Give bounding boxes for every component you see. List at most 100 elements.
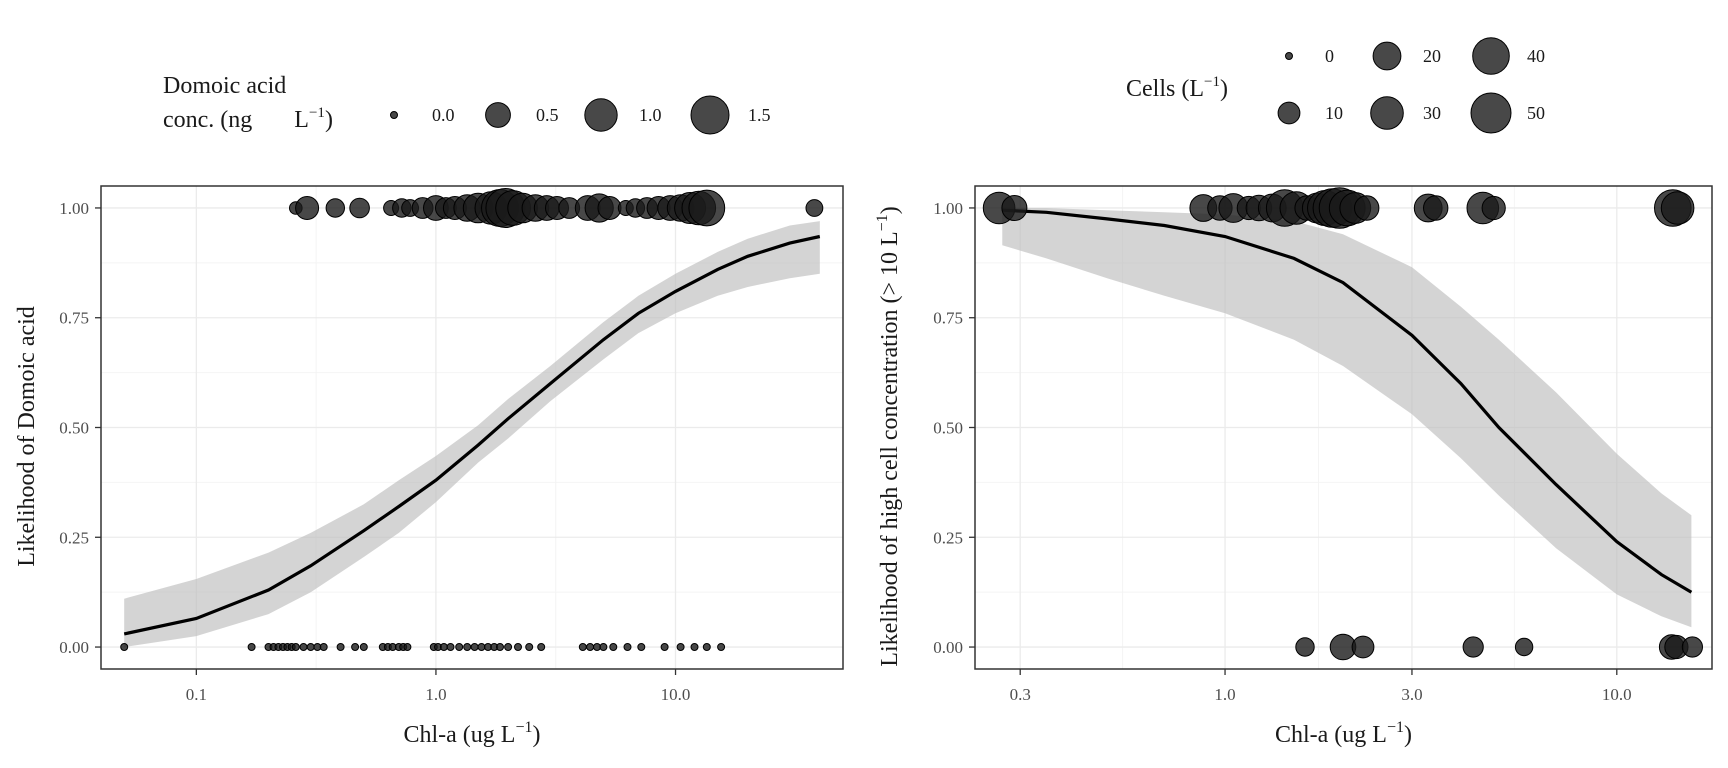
fit-line [1002,208,1693,594]
x-axis-title-close: ) [1404,722,1412,748]
data-point [1660,191,1695,225]
y-tick-label: 0.50 [933,419,963,438]
legend-label: 0 [1325,46,1334,66]
data-point [1681,636,1704,658]
legend-label: 0.0 [432,105,455,125]
x-tick-label: 0.1 [186,685,207,704]
legend-key [1372,41,1402,71]
legend-title-line-1: Domoic acid [163,73,286,99]
y-tick-label: 0.75 [59,309,89,328]
legend-title-text: Cells (L [1126,76,1204,102]
legend-title-close: ) [325,107,333,133]
fit-line-domoic-acid [123,234,821,636]
legend-key [584,98,618,132]
legend-key [690,95,730,135]
data-point [805,199,824,217]
data-point [676,643,685,651]
axis-ticks-domoic-acid: 0.1 1.0 10.0 0.00 0.25 0.50 0.75 1.00 [59,199,690,704]
data-point [1514,637,1534,657]
confidence-band-domoic-acid [124,221,820,647]
data-point [1354,195,1380,221]
fit-line-cell-concentration [1002,208,1693,594]
grid-domoic-acid [101,186,843,669]
chart-panel-domoic-acid: Domoic acid conc. (ng L−1) 0.0 0.5 1.0 1.5 0… [14,73,844,748]
y-tick-label: 0.00 [59,638,89,657]
legend-key [1370,96,1404,130]
data-point [291,643,300,651]
fit-line [123,234,821,636]
legend-title: Cells (L−1) [1126,74,1228,102]
y-tick-label: 0.75 [933,309,963,328]
x-tick-label: 3.0 [1401,685,1422,704]
data-point [504,643,513,651]
data-point [295,196,320,220]
data-point [637,643,646,651]
legend-key [1470,92,1512,134]
data-point [336,643,345,651]
data-point [1481,195,1506,221]
x-axis-title-sup: −1 [515,719,532,736]
data-point [1423,195,1449,221]
x-tick-label: 1.0 [425,685,446,704]
y-axis-title: Likelihood of Domoic acid [14,306,40,567]
data-point [623,643,632,651]
legend-label: 40 [1527,46,1545,66]
data-point [359,643,368,651]
data-point [496,643,504,651]
data-point [1001,195,1028,221]
legend-title-text: conc. (ng [163,107,252,133]
y-tick-label: 0.00 [933,638,963,657]
data-point [597,196,622,220]
data-points-domoic-acid [120,188,824,651]
legend-key [1285,52,1293,60]
legend-key [1277,101,1301,125]
confidence-band-cell-concentration [1002,208,1692,628]
x-axis-title-sup: −1 [1387,719,1404,736]
data-point [120,643,129,651]
data-point [403,643,412,651]
data-point [1462,636,1484,658]
y-axis-title: Likelihood of high cell concentration (>… [874,206,903,666]
y-tick-label: 1.00 [933,199,963,218]
data-point [319,643,328,651]
y-axis-title-text: Likelihood of Domoic acid [14,306,40,567]
x-tick-label: 1.0 [1214,685,1235,704]
data-point [1351,635,1375,659]
legend-title-close: ) [1220,76,1228,102]
data-point [1295,637,1315,657]
axis-ticks-cell-concentration: 0.3 1.0 3.0 10.0 0.00 0.25 0.50 0.75 1.00 [933,199,1631,704]
data-point [463,643,472,651]
data-points-cell-concentration [982,187,1704,661]
legend-label: 20 [1423,46,1441,66]
legend-label: 30 [1423,103,1441,123]
legend-cells: Cells (L−1) 0 10 20 30 40 50 [1126,37,1545,134]
legend-key [390,111,398,119]
legend-title-unit: L [294,107,309,133]
y-axis-title-close: ) [877,206,903,214]
confidence-band [1002,208,1692,628]
data-point [717,643,726,651]
legend-key [1472,37,1510,75]
x-axis-title-close: ) [533,722,541,748]
legend-title-line-2: conc. (ng L−1) [163,105,333,133]
data-point [439,643,448,651]
data-point [306,643,315,651]
data-point [351,643,360,651]
legend-label: 1.0 [639,105,662,125]
data-point [247,643,256,651]
data-point [688,189,726,227]
data-point [578,643,587,651]
confidence-band [124,221,820,647]
legend-label: 50 [1527,103,1545,123]
data-point [660,643,669,651]
x-axis-title-text: Chl-a (ug L [1275,722,1387,748]
legend-title-sup: −1 [1204,74,1220,90]
legend-label: 10 [1325,103,1343,123]
legend-domoic-acid: Domoic acid conc. (ng L−1) 0.0 0.5 1.0 1.5 [163,73,771,135]
data-point [586,643,595,651]
data-point [702,643,711,651]
data-point [609,643,618,651]
x-tick-label: 10.0 [1602,685,1632,704]
y-tick-label: 1.00 [59,199,89,218]
